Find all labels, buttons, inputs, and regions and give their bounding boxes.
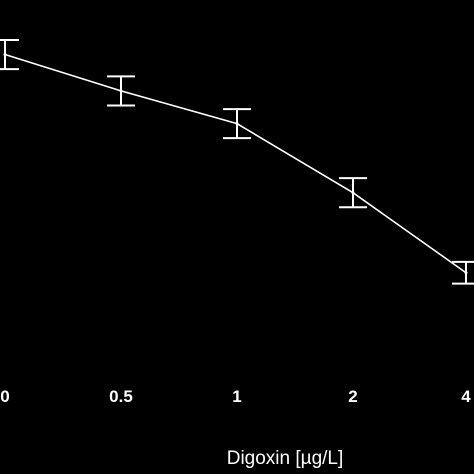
- error-bar: [452, 260, 474, 285]
- data-point: [351, 191, 355, 195]
- error-bar: [107, 75, 135, 107]
- x-tick-label: 1: [232, 387, 241, 406]
- x-tick-label: 0: [0, 387, 9, 406]
- x-axis-title: Digoxin [µg/L]: [227, 448, 344, 469]
- x-tick-label: 2: [348, 387, 357, 406]
- series-layer: [0, 39, 474, 285]
- data-point: [235, 122, 239, 126]
- error-bar: [223, 108, 251, 140]
- series-line: [4, 53, 467, 274]
- error-bar: [0, 39, 19, 71]
- x-tick-labels: 0 0.5 1 2 4: [0, 387, 471, 406]
- error-bar: [339, 177, 367, 209]
- data-point: [3, 53, 7, 57]
- x-tick-label: 4: [461, 387, 471, 406]
- x-tick-label: 0.5: [109, 387, 133, 406]
- data-point: [119, 89, 123, 93]
- data-point: [464, 271, 468, 275]
